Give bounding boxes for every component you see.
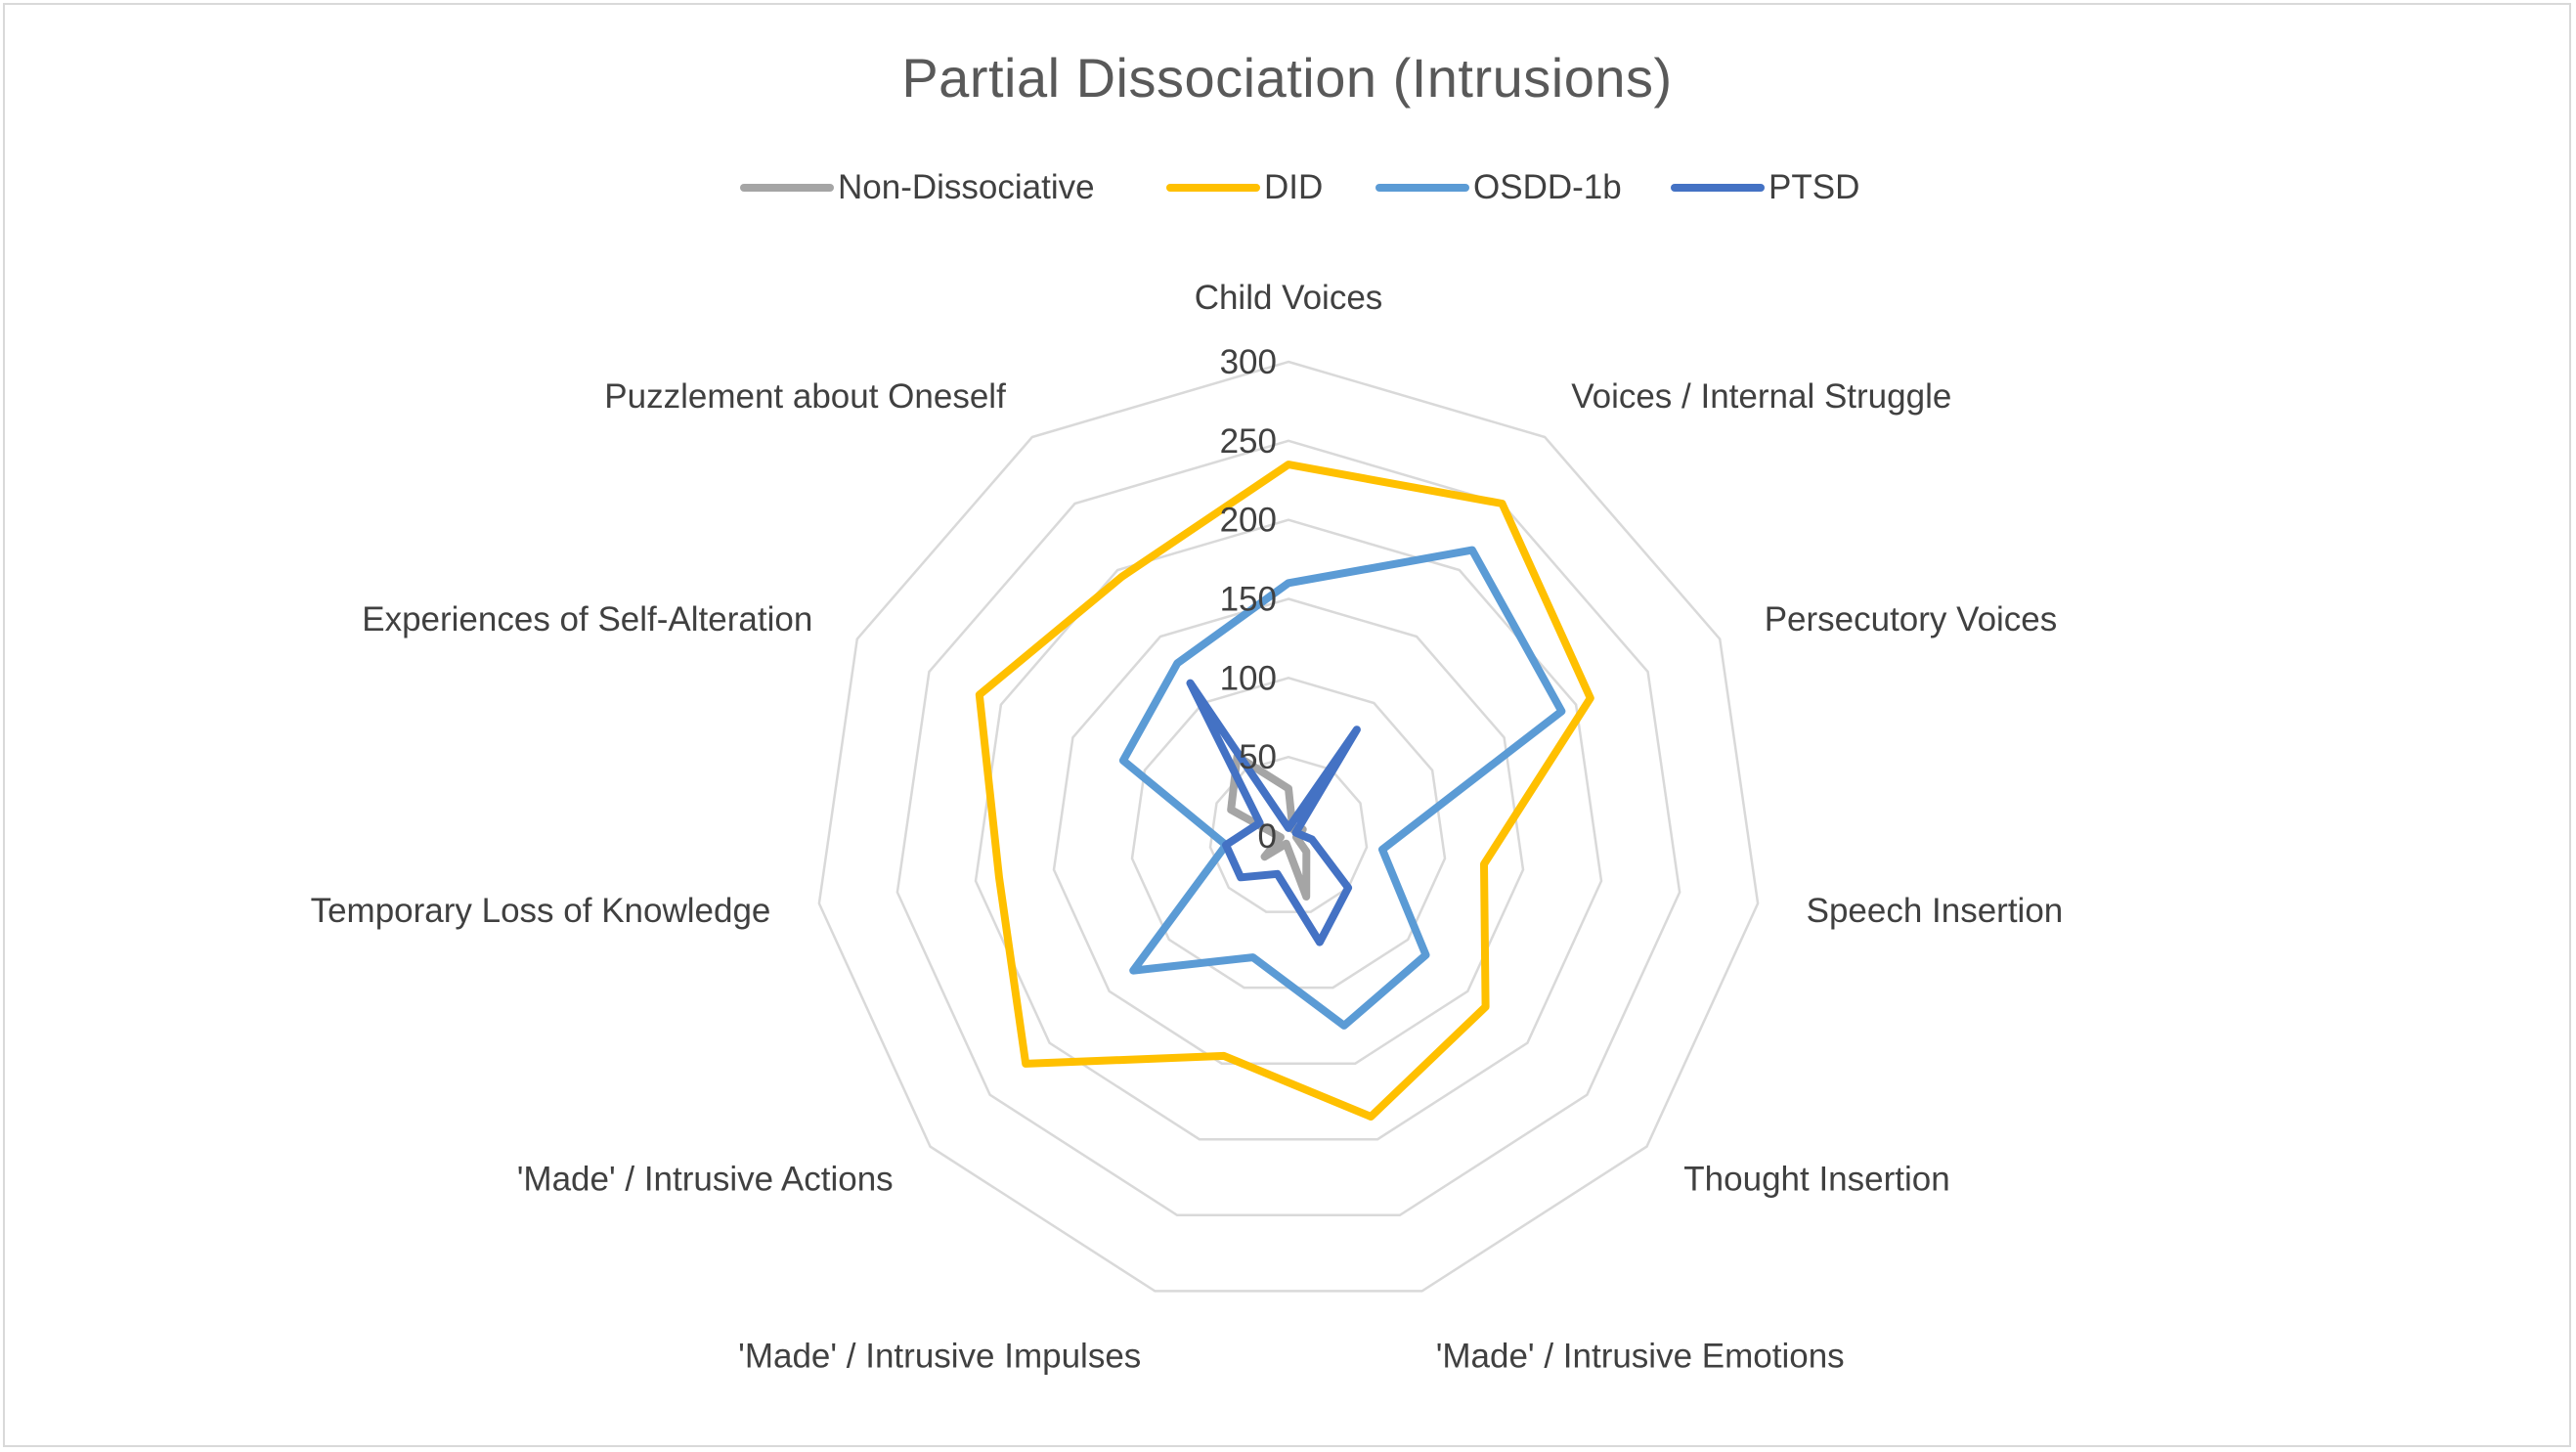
category-label-temporary-loss-of-knowledge: Temporary Loss of Knowledge bbox=[311, 892, 771, 930]
series-osdd-1b[interactable] bbox=[1118, 546, 1566, 1030]
grid-ring-150 bbox=[1052, 597, 1525, 1065]
category-label-made-intrusive-emotions: 'Made' / Intrusive Emotions bbox=[1436, 1337, 1845, 1375]
legend-swatch-ptsd bbox=[1671, 184, 1765, 192]
category-label-persecutory-voices: Persecutory Voices bbox=[1765, 600, 2058, 638]
chart-area: Partial Dissociation (Intrusions) Non-Di… bbox=[3, 3, 2571, 1447]
category-label-experiences-of-self-alteration: Experiences of Self-Alteration bbox=[362, 600, 812, 638]
series-did[interactable] bbox=[975, 461, 1594, 1121]
tick-label-100: 100 bbox=[1220, 659, 1277, 697]
tick-label-200: 200 bbox=[1220, 502, 1277, 540]
category-label-made-intrusive-actions: 'Made' / Intrusive Actions bbox=[517, 1160, 894, 1198]
category-label-made-intrusive-impulses: 'Made' / Intrusive Impulses bbox=[738, 1337, 1141, 1375]
tick-label-300: 300 bbox=[1220, 343, 1277, 381]
legend-item-non-dissociative[interactable]: Non-Dissociative bbox=[740, 163, 1095, 212]
legend-item-did[interactable]: DID bbox=[1166, 163, 1323, 212]
legend-item-osdd-1b[interactable]: OSDD-1b bbox=[1375, 163, 1622, 212]
radar-series bbox=[975, 461, 1594, 1121]
legend-label-did: DID bbox=[1264, 168, 1324, 206]
chart-title: Partial Dissociation (Intrusions) bbox=[901, 47, 1673, 109]
category-label-speech-insertion: Speech Insertion bbox=[1807, 892, 2064, 930]
grid-ring-200 bbox=[974, 518, 1603, 1141]
radar-grid bbox=[817, 360, 1760, 1293]
legend: Non-Dissociative DID OSDD-1b PTSD bbox=[5, 163, 2569, 212]
legend-swatch-did bbox=[1166, 184, 1260, 192]
legend-swatch-osdd-1b bbox=[1375, 184, 1469, 192]
category-label-voices-internal-struggle: Voices / Internal Struggle bbox=[1571, 377, 1951, 416]
tick-label-250: 250 bbox=[1220, 422, 1277, 461]
legend-label-non-dissociative: Non-Dissociative bbox=[838, 168, 1095, 206]
legend-label-osdd-1b: OSDD-1b bbox=[1473, 168, 1622, 206]
legend-swatch-non-dissociative bbox=[740, 184, 834, 192]
radial-tick-labels: 0 50 100 150 200 250 300 bbox=[1220, 343, 1277, 856]
category-labels: Child Voices Voices / Internal Struggle Pe… bbox=[311, 279, 2064, 1375]
legend-item-ptsd[interactable]: PTSD bbox=[1671, 163, 1859, 212]
category-label-puzzlement-about-oneself: Puzzlement about Oneself bbox=[604, 377, 1006, 416]
tick-label-150: 150 bbox=[1220, 581, 1277, 619]
grid-ring-250 bbox=[895, 439, 1681, 1217]
series-ptsd[interactable] bbox=[1186, 679, 1361, 946]
tick-label-0: 0 bbox=[1258, 817, 1277, 856]
category-label-child-voices: Child Voices bbox=[1195, 279, 1383, 317]
grid-ring-50 bbox=[1208, 755, 1369, 913]
grid-ring-300 bbox=[817, 360, 1760, 1293]
tick-label-50: 50 bbox=[1239, 738, 1277, 776]
category-label-thought-insertion: Thought Insertion bbox=[1683, 1160, 1949, 1198]
legend-label-ptsd: PTSD bbox=[1768, 168, 1860, 206]
